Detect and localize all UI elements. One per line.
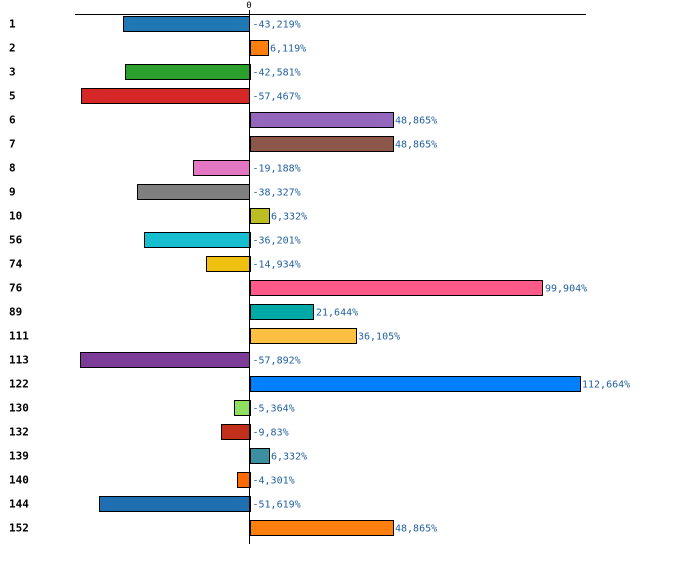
- category-label: 130: [9, 402, 29, 415]
- category-label: 1: [9, 18, 16, 31]
- value-label: -5,364%: [253, 404, 295, 415]
- value-label: 21,644%: [316, 308, 358, 319]
- bar-89: [250, 304, 314, 320]
- bar-5: [81, 88, 250, 104]
- value-label: 48,865%: [395, 140, 437, 151]
- value-label: 6,332%: [271, 452, 307, 463]
- category-label: 76: [9, 282, 23, 295]
- category-label: 8: [9, 162, 16, 175]
- category-label: 6: [9, 114, 16, 127]
- value-label: 36,105%: [358, 332, 400, 343]
- category-label: 56: [9, 234, 23, 247]
- bar-1: [123, 16, 250, 32]
- bar-122: [250, 376, 581, 392]
- value-label: -14,934%: [253, 260, 301, 271]
- category-label: 122: [9, 378, 29, 391]
- category-label: 3: [9, 66, 16, 79]
- bar-10: [250, 208, 270, 224]
- value-label: 6,119%: [270, 44, 306, 55]
- bar-144: [99, 496, 251, 512]
- value-label: 112,664%: [582, 380, 630, 391]
- category-label: 2: [9, 42, 16, 55]
- bar-132: [221, 424, 251, 440]
- value-label: -9,83%: [253, 428, 289, 439]
- value-label: 6,332%: [271, 212, 307, 223]
- bar-9: [137, 184, 250, 200]
- value-label: 99,904%: [545, 284, 587, 295]
- bar-74: [206, 256, 251, 272]
- value-label: -19,188%: [253, 164, 301, 175]
- bar-2: [250, 40, 269, 56]
- bar-139: [250, 448, 270, 464]
- category-label: 89: [9, 306, 22, 319]
- value-label: -42,581%: [253, 68, 301, 79]
- bar-140: [237, 472, 251, 488]
- bar-6: [250, 112, 394, 128]
- bar-8: [193, 160, 250, 176]
- category-label: 140: [9, 474, 29, 487]
- bar-152: [250, 520, 394, 536]
- category-label: 5: [9, 90, 16, 103]
- category-label: 111: [9, 330, 29, 343]
- category-label: 10: [9, 210, 22, 223]
- category-label: 9: [9, 186, 16, 199]
- value-label: -38,327%: [253, 188, 301, 199]
- bar-111: [250, 328, 357, 344]
- value-label: -57,467%: [253, 92, 301, 103]
- category-label: 144: [9, 498, 29, 511]
- value-label: -51,619%: [253, 500, 301, 511]
- category-label: 113: [9, 354, 29, 367]
- value-label: -36,201%: [253, 236, 301, 247]
- category-label: 152: [9, 522, 29, 535]
- zero-tick-label: 0: [246, 1, 251, 11]
- value-label: -43,219%: [253, 20, 301, 31]
- value-label: 48,865%: [395, 116, 437, 127]
- category-label: 139: [9, 450, 29, 463]
- value-label: -57,892%: [253, 356, 301, 367]
- category-label: 74: [9, 258, 23, 271]
- category-label: 132: [9, 426, 29, 439]
- bar-3: [125, 64, 251, 80]
- bar-130: [234, 400, 251, 416]
- category-label: 7: [9, 138, 16, 151]
- bar-113: [80, 352, 250, 368]
- value-label: 48,865%: [395, 524, 437, 535]
- value-label: -4,301%: [253, 476, 295, 487]
- bars-group: 1 -43,219% 2 6,119% 3 -42,581% 5 -57,467% 6 48,86…: [9, 16, 630, 536]
- bar-7: [250, 136, 394, 152]
- bar-76: [250, 280, 543, 296]
- bar-56: [144, 232, 251, 248]
